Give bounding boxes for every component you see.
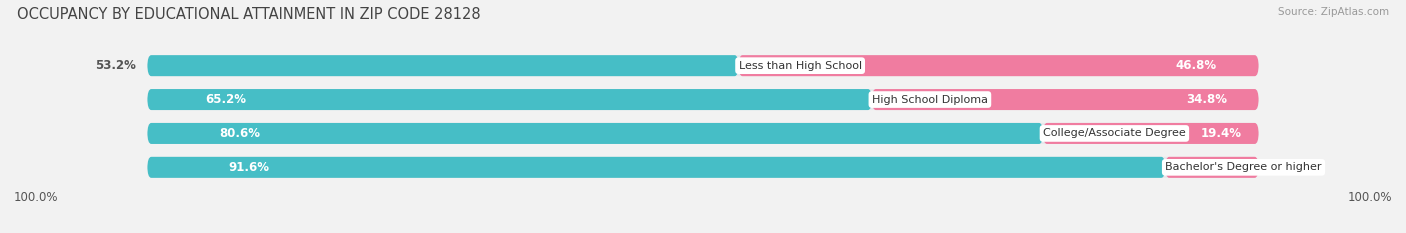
Text: 100.0%: 100.0% <box>1347 191 1392 204</box>
Text: 65.2%: 65.2% <box>205 93 246 106</box>
Text: 34.8%: 34.8% <box>1187 93 1227 106</box>
FancyBboxPatch shape <box>148 55 738 76</box>
FancyBboxPatch shape <box>148 123 1258 144</box>
Text: High School Diploma: High School Diploma <box>872 95 988 105</box>
FancyBboxPatch shape <box>148 157 1258 178</box>
FancyBboxPatch shape <box>872 89 1258 110</box>
Text: 80.6%: 80.6% <box>219 127 260 140</box>
Text: College/Associate Degree: College/Associate Degree <box>1043 128 1185 138</box>
Text: Source: ZipAtlas.com: Source: ZipAtlas.com <box>1278 7 1389 17</box>
Text: 46.8%: 46.8% <box>1175 59 1218 72</box>
Text: OCCUPANCY BY EDUCATIONAL ATTAINMENT IN ZIP CODE 28128: OCCUPANCY BY EDUCATIONAL ATTAINMENT IN Z… <box>17 7 481 22</box>
Text: 8.4%: 8.4% <box>1270 161 1302 174</box>
FancyBboxPatch shape <box>1043 123 1258 144</box>
Text: 91.6%: 91.6% <box>229 161 270 174</box>
Text: Less than High School: Less than High School <box>738 61 862 71</box>
Text: 100.0%: 100.0% <box>14 191 59 204</box>
FancyBboxPatch shape <box>148 89 872 110</box>
Text: 53.2%: 53.2% <box>96 59 136 72</box>
FancyBboxPatch shape <box>148 89 1258 110</box>
FancyBboxPatch shape <box>148 55 1258 76</box>
FancyBboxPatch shape <box>738 55 1258 76</box>
FancyBboxPatch shape <box>148 123 1043 144</box>
FancyBboxPatch shape <box>1166 157 1258 178</box>
Text: Bachelor's Degree or higher: Bachelor's Degree or higher <box>1166 162 1322 172</box>
Text: 19.4%: 19.4% <box>1201 127 1241 140</box>
FancyBboxPatch shape <box>148 157 1166 178</box>
